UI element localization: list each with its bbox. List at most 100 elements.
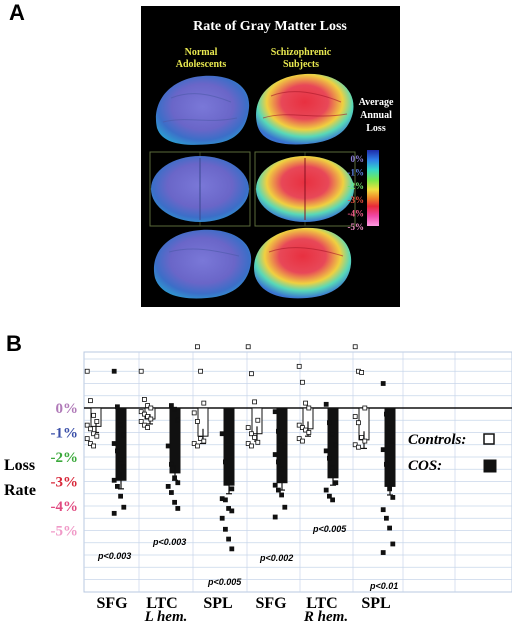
cos-point [121, 432, 127, 438]
cos-point [387, 525, 393, 531]
cos-point [226, 480, 232, 486]
cos-point [111, 510, 117, 516]
controls-point [141, 397, 147, 402]
controls-point [255, 417, 261, 423]
cos-point [387, 486, 393, 492]
brain-schizo-top [254, 151, 356, 227]
y-axis-title: Loss [4, 457, 35, 474]
controls-point [245, 344, 251, 350]
cos-point [380, 381, 386, 386]
cos-point [333, 480, 339, 486]
controls-point [296, 422, 302, 428]
cos-point [275, 459, 281, 465]
colorbar-tick-label: -4% [348, 208, 365, 218]
hemisphere-label: L hem. [144, 609, 188, 624]
y-tick-label: -1% [51, 426, 79, 442]
controls-point [84, 436, 90, 442]
controls-point [296, 436, 302, 442]
cos-bar [384, 407, 396, 487]
p-value-label: p<0.005 [312, 524, 347, 534]
controls-point [145, 414, 151, 419]
controls-point [248, 371, 254, 377]
cos-point [326, 493, 332, 499]
category-label: SPL [203, 595, 232, 612]
controls-point [245, 441, 251, 446]
controls-point [94, 419, 100, 424]
category-label: LTC [146, 595, 177, 612]
controls-point [141, 411, 147, 417]
brain-normal-side [153, 229, 252, 299]
category-label: SPL [361, 595, 390, 612]
cos-point [333, 442, 339, 448]
cos-point [111, 477, 117, 483]
controls-point [299, 438, 305, 444]
panel-a-title: Rate of Gray Matter Loss [193, 19, 347, 34]
controls-point [138, 409, 144, 415]
normal-label-line2: Adolescents [176, 59, 227, 70]
cos-point [118, 493, 123, 499]
cos-point [222, 497, 228, 503]
cos-point [380, 507, 386, 513]
cos-point [111, 441, 117, 446]
y-tick-label: -4% [51, 499, 79, 515]
brain-map-panel: Rate of Gray Matter Loss Normal Adolesce… [141, 6, 400, 307]
cos-point [330, 497, 336, 503]
cos-point [323, 487, 329, 493]
legend-cos-label: COS: [408, 458, 442, 474]
cos-point [390, 541, 396, 547]
cos-point [121, 464, 127, 470]
brain-schizo-side [254, 227, 352, 299]
brain-normal-top [149, 151, 251, 227]
controls-point [201, 438, 207, 444]
controls-point [352, 414, 358, 419]
controls-point [148, 416, 154, 422]
brain-map-figure: Rate of Gray Matter Loss Normal Adolesce… [149, 19, 394, 299]
cos-point [282, 504, 288, 510]
y-tick-label: 0% [56, 401, 79, 417]
controls-point [194, 344, 200, 350]
cos-point [272, 482, 278, 488]
controls-point [84, 368, 90, 374]
category-label: LTC [306, 595, 337, 612]
controls-point [138, 368, 144, 374]
cos-point [165, 483, 171, 489]
controls-point [88, 426, 93, 432]
cos-point [168, 461, 174, 467]
controls-point [194, 419, 200, 424]
controls-point [355, 420, 361, 426]
cos-point [172, 499, 178, 505]
controls-point [296, 363, 302, 369]
controls-point [299, 425, 305, 431]
controls-point [88, 398, 93, 404]
y-tick-label: -5% [51, 524, 79, 540]
category-label: SFG [255, 595, 287, 612]
cos-point [229, 546, 235, 552]
colorbar-tick-label: -5% [348, 222, 365, 232]
controls-point [248, 431, 254, 437]
controls-point [255, 439, 261, 445]
controls-point [352, 344, 358, 350]
controls-point [359, 370, 365, 375]
cos-point [272, 452, 278, 457]
cos-point [275, 487, 281, 493]
cos-point [272, 514, 278, 520]
cos-point [326, 455, 332, 461]
cos-point [387, 425, 393, 431]
cos-point [383, 515, 389, 521]
controls-point [303, 400, 309, 406]
cos-point [165, 443, 171, 449]
y-tick-label: -2% [51, 450, 79, 466]
cos-point [219, 515, 225, 521]
controls-point [198, 436, 204, 442]
panel-b-letter: B [6, 331, 22, 356]
cos-point [323, 448, 329, 454]
p-value-label: p<0.002 [259, 553, 293, 563]
controls-point [194, 443, 200, 449]
legend-title-line1: Average [359, 97, 394, 108]
plot-area [83, 351, 512, 593]
cos-point [326, 420, 332, 426]
panel-a-letter: A [9, 0, 25, 25]
controls-point [362, 438, 368, 444]
y-tick-label: -3% [51, 475, 79, 491]
cos-point [168, 490, 174, 495]
